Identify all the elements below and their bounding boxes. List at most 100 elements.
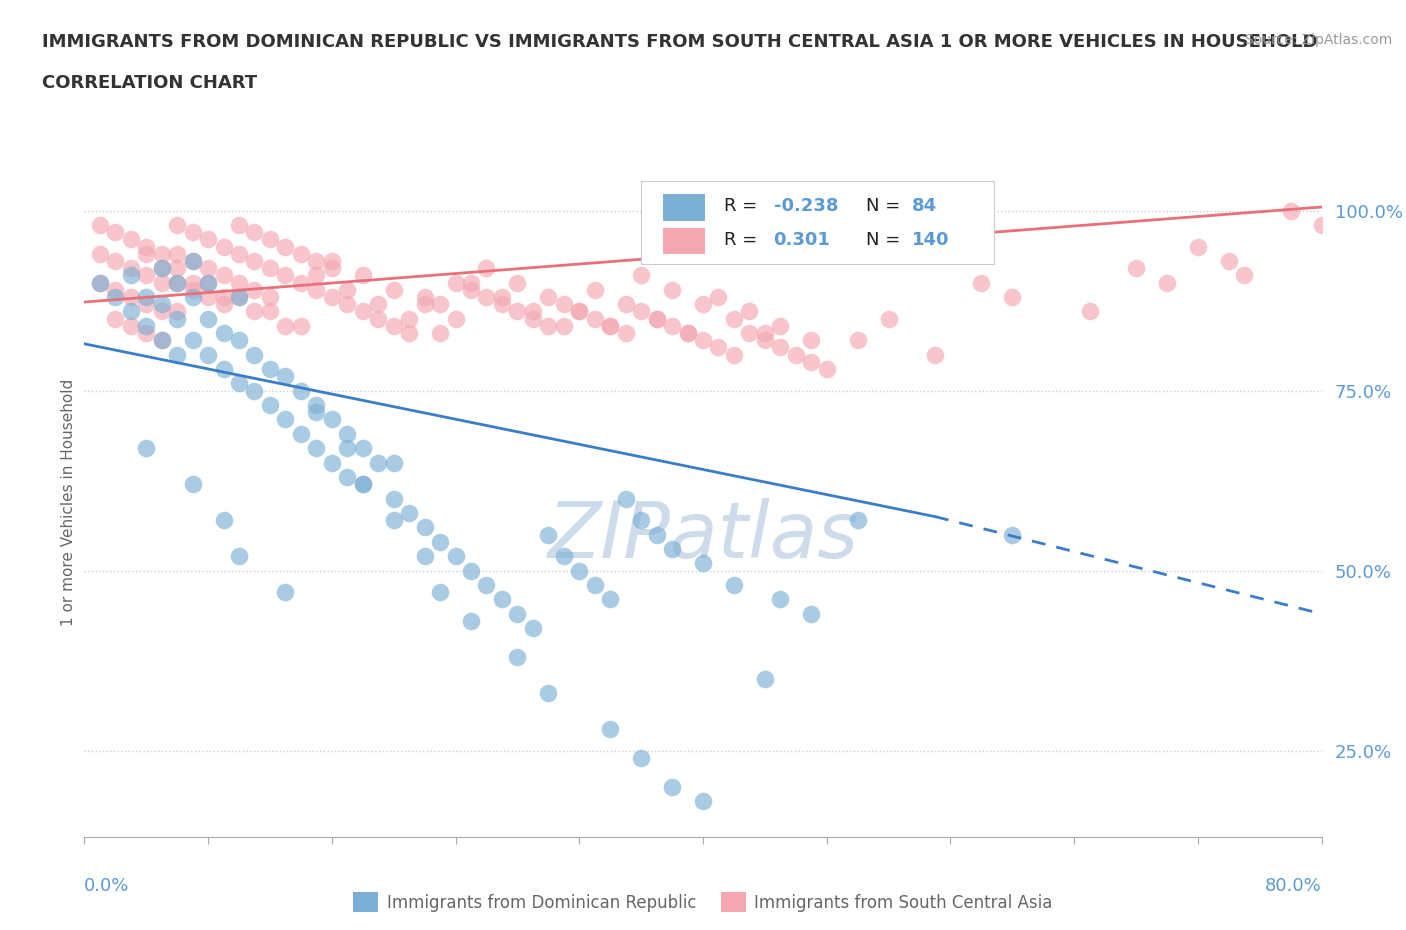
Point [135, 239, 157, 254]
Point [738, 304, 761, 319]
Point [429, 535, 451, 550]
Point [553, 297, 575, 312]
Point [135, 268, 157, 283]
Point [150, 275, 173, 290]
Point [429, 297, 451, 312]
Point [290, 383, 312, 398]
Point [599, 592, 621, 607]
Point [522, 620, 544, 635]
Point [1001, 289, 1024, 304]
Point [104, 254, 127, 269]
Point [197, 289, 219, 304]
Point [243, 225, 266, 240]
Point [181, 225, 204, 240]
Point [166, 246, 188, 261]
Point [197, 232, 219, 246]
Point [413, 297, 436, 312]
Point [769, 318, 792, 333]
Point [491, 297, 513, 312]
Point [676, 326, 699, 340]
Point [228, 376, 250, 391]
Point [259, 304, 281, 319]
Point [228, 333, 250, 348]
Point [707, 289, 730, 304]
Point [212, 362, 235, 377]
FancyBboxPatch shape [641, 180, 994, 264]
Point [336, 441, 359, 456]
Point [259, 232, 281, 246]
Point [290, 246, 312, 261]
Point [89, 275, 111, 290]
Point [429, 585, 451, 600]
Point [444, 312, 467, 326]
Point [568, 304, 591, 319]
Point [274, 318, 297, 333]
Point [367, 297, 389, 312]
Point [754, 333, 776, 348]
Point [800, 333, 823, 348]
Point [321, 289, 343, 304]
Point [197, 312, 219, 326]
Point [352, 441, 374, 456]
Point [367, 455, 389, 470]
Point [723, 312, 745, 326]
Point [568, 304, 591, 319]
Point [491, 592, 513, 607]
Point [692, 793, 714, 808]
Point [259, 397, 281, 412]
Y-axis label: 1 or more Vehicles in Household: 1 or more Vehicles in Household [60, 379, 76, 626]
Point [537, 685, 560, 700]
Point [290, 275, 312, 290]
Point [413, 520, 436, 535]
Point [352, 268, 374, 283]
Point [150, 304, 173, 319]
FancyBboxPatch shape [664, 194, 706, 221]
Point [243, 347, 266, 362]
Point [475, 289, 498, 304]
Point [661, 541, 683, 556]
Text: N =: N = [866, 231, 907, 248]
Point [305, 254, 328, 269]
Point [181, 275, 204, 290]
Point [135, 318, 157, 333]
Point [243, 283, 266, 298]
Point [89, 246, 111, 261]
Point [460, 564, 482, 578]
Text: ZIPatlas: ZIPatlas [547, 498, 859, 574]
Point [274, 412, 297, 427]
Point [692, 556, 714, 571]
Point [444, 549, 467, 564]
Point [1233, 268, 1256, 283]
Point [150, 246, 173, 261]
Text: Source: ZipAtlas.com: Source: ZipAtlas.com [1244, 33, 1392, 46]
Text: 84: 84 [912, 197, 938, 215]
Point [800, 606, 823, 621]
Point [212, 268, 235, 283]
Point [89, 218, 111, 232]
Point [599, 318, 621, 333]
Point [738, 326, 761, 340]
Point [692, 333, 714, 348]
Point [135, 289, 157, 304]
Point [259, 260, 281, 275]
Point [413, 289, 436, 304]
Point [181, 254, 204, 269]
Point [120, 289, 142, 304]
Text: IMMIGRANTS FROM DOMINICAN REPUBLIC VS IMMIGRANTS FROM SOUTH CENTRAL ASIA 1 OR MO: IMMIGRANTS FROM DOMINICAN REPUBLIC VS IM… [42, 33, 1317, 50]
Text: R =: R = [724, 231, 763, 248]
Point [645, 312, 668, 326]
Point [274, 585, 297, 600]
Point [166, 347, 188, 362]
Point [614, 326, 637, 340]
Point [1218, 254, 1240, 269]
Point [228, 289, 250, 304]
Point [150, 333, 173, 348]
Point [181, 289, 204, 304]
Point [166, 275, 188, 290]
Point [382, 318, 405, 333]
Point [336, 283, 359, 298]
Point [630, 304, 652, 319]
Point [583, 283, 606, 298]
Point [460, 614, 482, 629]
Point [228, 275, 250, 290]
